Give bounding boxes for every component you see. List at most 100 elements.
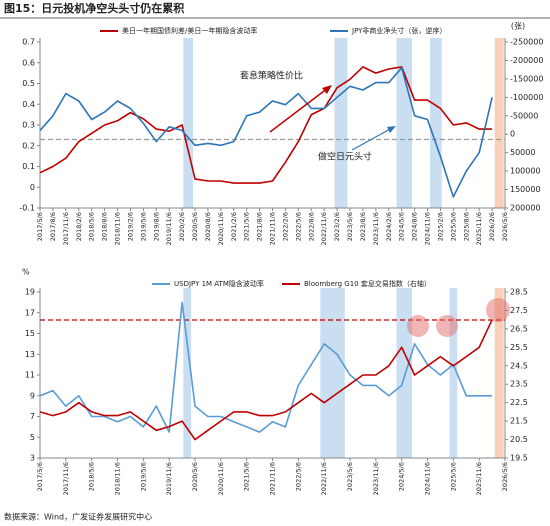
y-tick-label: 13: [25, 350, 35, 359]
y-tick-label: 9: [30, 391, 35, 400]
x-tick-label: 2020/8/6: [204, 212, 212, 241]
x-tick-label: 2020/5/6: [191, 212, 199, 241]
y-tick-label: 0.1: [22, 162, 35, 171]
x-tick-label: 2022/11/6: [320, 462, 328, 495]
y2-tick-label: 22.5: [510, 398, 528, 407]
highlight-circle: [486, 298, 510, 322]
x-tick-label: 2025/11/6: [475, 462, 483, 495]
charts: -0.1 0 0.1 0.2 0.3 0.4 0.5 0.6 0.7 -250000 -200000…: [19, 22, 543, 496]
x-tick-label: 2018/5/6: [88, 212, 96, 241]
x-tick-label: 2023/5/6: [346, 462, 354, 491]
x-tick-label: 2021/11/6: [269, 462, 277, 495]
x-tick-label: 2020/5/6: [191, 462, 199, 491]
highlight-band: [334, 38, 348, 208]
y2-tick-label: 21.5: [510, 417, 528, 426]
y-tick-label: 17: [25, 308, 35, 317]
x-tick-label: 2021/2/6: [230, 212, 238, 241]
highlight-band: [449, 288, 458, 458]
x-tick-label: 2017/5/6: [36, 462, 44, 491]
y-tick-label: 0.5: [22, 79, 35, 88]
x-tick-label: 2019/5/6: [139, 462, 147, 491]
y2-tick-label: -200000: [510, 56, 543, 65]
y-tick-label: 0.2: [22, 141, 35, 150]
y2-tick-label: 26.5: [510, 324, 528, 333]
y2-tick-label: 27.5: [510, 306, 528, 315]
x-tick-label: 2018/11/6: [114, 462, 122, 495]
y-tick-label: 3: [30, 454, 35, 463]
series-line: [39, 319, 493, 441]
x-tick-label: 2017/8/6: [49, 212, 57, 241]
highlight-band: [396, 288, 412, 458]
x-tick-label: 2019/11/6: [165, 462, 173, 495]
y2-tick-label: 25.5: [510, 343, 528, 352]
legend-label: JPY非商业净头寸（张，逆序）: [351, 26, 446, 35]
y2-tick-label: 24.5: [510, 361, 528, 370]
x-tick-label: 2024/11/6: [424, 462, 432, 495]
x-tick-label: 2023/11/6: [372, 462, 380, 495]
x-tick-label: 2023/8/6: [359, 212, 367, 241]
y-tick-label: 19: [25, 288, 35, 297]
x-tick-label: 2025/11/6: [475, 212, 483, 245]
highlight-band: [320, 288, 345, 458]
highlight-circle: [407, 315, 429, 337]
x-tick-label: 2025/5/6: [449, 462, 457, 491]
y-tick-label: 5: [30, 433, 35, 442]
x-tick-label: 2022/5/6: [294, 462, 302, 491]
y2-tick-label: 100000: [510, 167, 541, 176]
x-tick-label: 2018/11/6: [114, 212, 122, 245]
title: 图15：日元投机净空头头寸仍在累积: [4, 1, 184, 15]
y2-tick-label: -250000: [510, 38, 543, 47]
x-tick-label: 2021/5/6: [243, 212, 251, 241]
y2-tick-label: 150000: [510, 185, 541, 194]
series-line: [39, 67, 493, 198]
x-tick-label: 2022/8/6: [307, 212, 315, 241]
x-tick-label: 2026/2/6: [488, 212, 496, 241]
y-tick-label: 11: [25, 371, 35, 380]
y-tick-label: 0.4: [22, 100, 35, 109]
y-tick-label: 0.3: [22, 121, 35, 130]
x-tick-label: 2024/5/6: [398, 212, 406, 241]
y2-unit: (张): [511, 22, 525, 31]
y-tick-label: -0.1: [19, 204, 35, 213]
highlight-band: [494, 38, 504, 208]
x-tick-label: 2023/11/6: [372, 212, 380, 245]
legend-label: USDJPY 1M ATM隐含波动率: [174, 279, 264, 288]
y2-tick-label: 20.5: [510, 435, 528, 444]
x-tick-label: 2018/2/6: [75, 212, 83, 241]
arrow: [351, 127, 393, 151]
x-tick-label: 2019/8/6: [152, 212, 160, 241]
y-tick-label: 15: [25, 329, 35, 338]
y-unit: %: [22, 268, 30, 277]
arrow-head: [322, 85, 332, 94]
annotation: 套息策略性价比: [240, 70, 303, 82]
x-tick-label: 2022/5/6: [294, 212, 302, 241]
y2-tick-label: 28.5: [510, 288, 528, 297]
x-tick-label: 2025/8/6: [462, 212, 470, 241]
y2-tick-label: -150000: [510, 74, 543, 83]
highlight-circle: [436, 315, 458, 337]
y-tick-label: 0: [30, 183, 35, 192]
arrow-head: [387, 126, 396, 133]
x-tick-label: 2019/11/6: [165, 212, 173, 245]
highlight-band: [396, 38, 412, 208]
x-tick-label: 2019/2/6: [126, 212, 134, 241]
highlight-band: [494, 288, 504, 458]
x-tick-label: 2023/5/6: [346, 212, 354, 241]
highlight-band: [183, 38, 194, 208]
x-tick-label: 2017/5/6: [36, 212, 44, 241]
highlight-band: [183, 288, 192, 458]
x-tick-label: 2020/2/6: [178, 212, 186, 241]
y2-tick-label: -100000: [510, 93, 543, 102]
y2-tick-label: 50000: [510, 148, 535, 157]
series-line: [39, 301, 493, 433]
annotation: 做空日元头寸: [318, 151, 372, 163]
x-tick-label: 2024/2/6: [385, 212, 393, 241]
x-tick-label: 2018/8/6: [101, 212, 109, 241]
y2-tick-label: 23.5: [510, 380, 528, 389]
x-tick-label: 2021/11/6: [269, 212, 277, 245]
legend-label: Bloomberg G10 套息交易指数（右轴）: [304, 279, 431, 288]
x-tick-label: 2020/11/6: [217, 462, 225, 495]
x-tick-label: 2021/8/6: [256, 212, 264, 241]
x-tick-label: 2017/11/6: [62, 212, 70, 245]
